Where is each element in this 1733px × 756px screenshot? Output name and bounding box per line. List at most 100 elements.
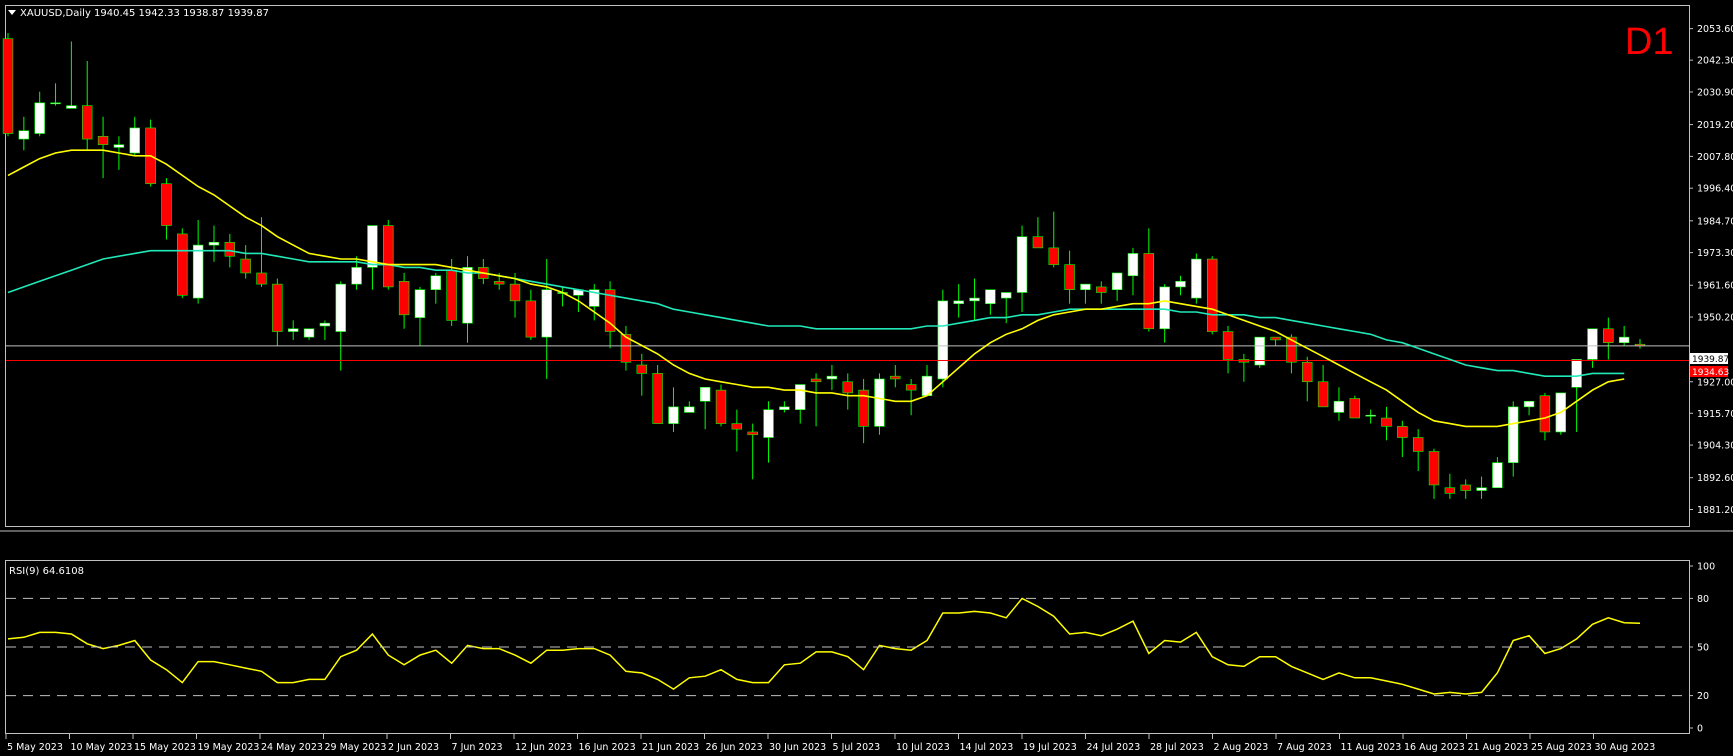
date-tick-label: 2 Jun 2023 — [388, 742, 439, 753]
candle-bear — [1286, 336, 1297, 363]
rsi-layer — [7, 597, 1641, 695]
timeframe-badge: D1 — [1625, 21, 1674, 63]
candle-bull — [351, 267, 362, 285]
candle-bull — [18, 130, 30, 140]
date-tick-label: 7 Aug 2023 — [1277, 742, 1332, 753]
price-tick-label: 1961.60 — [1697, 281, 1733, 292]
candle-bull — [1618, 336, 1630, 344]
candle-bear — [240, 258, 251, 274]
date-tick-label: 25 Aug 2023 — [1531, 742, 1592, 753]
candle-bear — [1603, 328, 1614, 344]
price-tick-label: 2042.30 — [1697, 56, 1733, 67]
date-tick-label: 24 May 2023 — [261, 742, 323, 753]
candle-bull — [50, 102, 61, 105]
candle-bear — [1064, 264, 1075, 291]
candle-bear — [858, 389, 869, 427]
candle-bear — [715, 389, 727, 424]
candle-bear — [1143, 253, 1155, 330]
candle-bear — [509, 283, 521, 302]
date-tick-label: 30 Jun 2023 — [769, 742, 826, 753]
candle-bear — [1302, 361, 1313, 383]
candle-bear — [1428, 451, 1440, 486]
candle-bull — [414, 289, 426, 318]
date-tick-label: 16 Jun 2023 — [579, 742, 636, 753]
date-tick-label: 15 May 2023 — [134, 742, 196, 753]
candle-bull — [462, 267, 473, 324]
rsi-line — [7, 597, 1641, 695]
price-tick-label: 1996.40 — [1697, 184, 1733, 195]
candle-bear — [525, 300, 537, 338]
candle-bull — [129, 127, 140, 154]
rsi-tick-label: 100 — [1697, 562, 1715, 573]
candle-bull — [1587, 328, 1598, 360]
candles-layer — [2, 33, 1646, 499]
candle-bear — [1048, 247, 1059, 265]
date-axis: 5 May 2023 10 May 2023 15 May 2023 19 May 2… — [5, 734, 1655, 753]
date-tick-label: 11 Aug 2023 — [1341, 742, 1402, 753]
candle-bear — [890, 375, 901, 380]
date-tick-label: 14 Jul 2023 — [960, 742, 1014, 753]
date-tick-label: 5 May 2023 — [7, 742, 63, 753]
date-tick-label: 12 Jun 2023 — [515, 742, 572, 753]
price-tick-label: 1984.70 — [1697, 216, 1733, 227]
candle-bear — [82, 105, 93, 140]
dropdown-triangle-icon[interactable] — [8, 10, 16, 15]
price-tick-label: 1892.60 — [1697, 473, 1733, 484]
candle-bull — [1159, 286, 1170, 330]
candle-bear — [2, 38, 14, 134]
candle-bull — [795, 384, 806, 410]
price-tick-label: 2019.20 — [1697, 120, 1733, 131]
date-tick-label: 2 Aug 2023 — [1214, 742, 1269, 753]
date-tick-label: 10 May 2023 — [71, 742, 133, 753]
ohlc-readout: 1940.45 1942.33 1938.87 1939.87 — [94, 8, 269, 19]
moving-averages-layer — [6, 149, 1689, 428]
candle-bull — [1254, 336, 1265, 366]
date-tick-label: 7 Jun 2023 — [452, 742, 503, 753]
price-tick-label: 1915.70 — [1697, 409, 1733, 420]
date-tick-label: 29 May 2023 — [325, 742, 387, 753]
symbol-label: XAUUSD,Daily — [20, 8, 91, 19]
candle-bear — [810, 378, 822, 383]
candle-bear — [731, 423, 743, 430]
candle-bear — [636, 364, 647, 374]
ma-fast-line — [7, 149, 1625, 428]
candle-bull — [208, 241, 220, 246]
date-tick-label: 24 Jul 2023 — [1087, 742, 1141, 753]
candle-bull — [113, 144, 125, 148]
candle-bull — [668, 406, 679, 424]
candle-bull — [1016, 236, 1028, 293]
candle-bear — [398, 281, 410, 316]
main-panel-frame — [5, 5, 1690, 527]
candle-bear — [1206, 258, 1218, 332]
candle-bear — [1317, 381, 1329, 408]
date-tick-label: 19 Jul 2023 — [1023, 742, 1077, 753]
date-tick-label: 16 Aug 2023 — [1404, 742, 1465, 753]
rsi-label: RSI(9) 64.6108 — [9, 566, 84, 577]
candle-bear — [620, 334, 632, 363]
candle-bull — [1508, 406, 1519, 463]
price-tick-label: 1927.00 — [1697, 377, 1733, 388]
rsi-tick-label: 20 — [1697, 691, 1709, 702]
candle-bear — [1397, 426, 1408, 438]
candle-bull — [969, 297, 980, 302]
candle-bull — [1191, 258, 1202, 299]
candle-bull — [699, 387, 711, 402]
candle-bull — [1175, 281, 1186, 288]
candle-bull — [763, 409, 774, 438]
candle-bull — [541, 289, 552, 338]
candle-bull — [430, 275, 442, 291]
level-price-tag-text: 1934.63 — [1692, 368, 1729, 378]
ma-slow-line — [7, 249, 1625, 377]
price-tick-label: 1973.30 — [1697, 248, 1733, 259]
candle-bull — [985, 289, 996, 304]
price-axis: 2053.60 2042.30 2030.90 2019.20 2007.80 1996.… — [1689, 24, 1733, 516]
date-tick-label: 28 Jul 2023 — [1150, 742, 1204, 753]
candle-bull — [1111, 272, 1123, 291]
candle-bear — [1539, 395, 1551, 433]
date-tick-label: 5 Jul 2023 — [833, 742, 881, 753]
candle-bear — [256, 272, 267, 285]
candle-bull — [1080, 283, 1091, 291]
candle-bull — [1001, 292, 1012, 299]
rsi-axis: 100 80 50 20 0 — [6, 562, 1715, 735]
